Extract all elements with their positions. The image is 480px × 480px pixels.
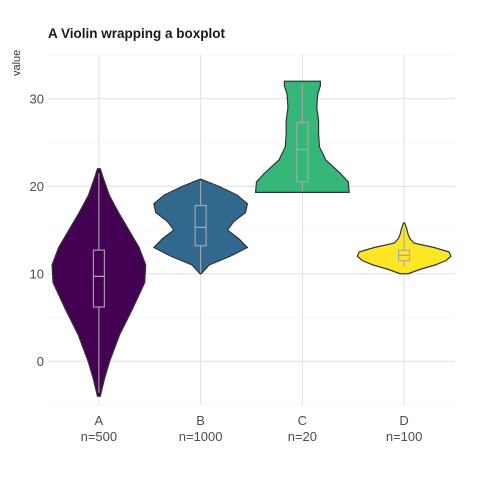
y-tick-label: 30 [30, 91, 44, 106]
y-tick-label: 10 [30, 266, 44, 281]
y-axis-ticks: 0 10 20 30 [30, 91, 44, 369]
y-tick-label: 0 [37, 354, 44, 369]
y-axis-label: value [11, 50, 23, 76]
violin-group-B [152, 178, 249, 275]
violin-group-D [356, 222, 452, 275]
violins [51, 80, 452, 397]
box-A [92, 249, 105, 308]
violin-B [152, 178, 249, 275]
violin-group-A [51, 168, 147, 397]
box-C [296, 121, 309, 183]
chart-title: A Violin wrapping a boxplot [48, 26, 226, 41]
y-tick-label: 20 [30, 179, 44, 194]
violin-A [51, 168, 147, 397]
violin-C [254, 80, 350, 193]
box-B [194, 204, 207, 247]
violin-group-C [254, 80, 350, 193]
